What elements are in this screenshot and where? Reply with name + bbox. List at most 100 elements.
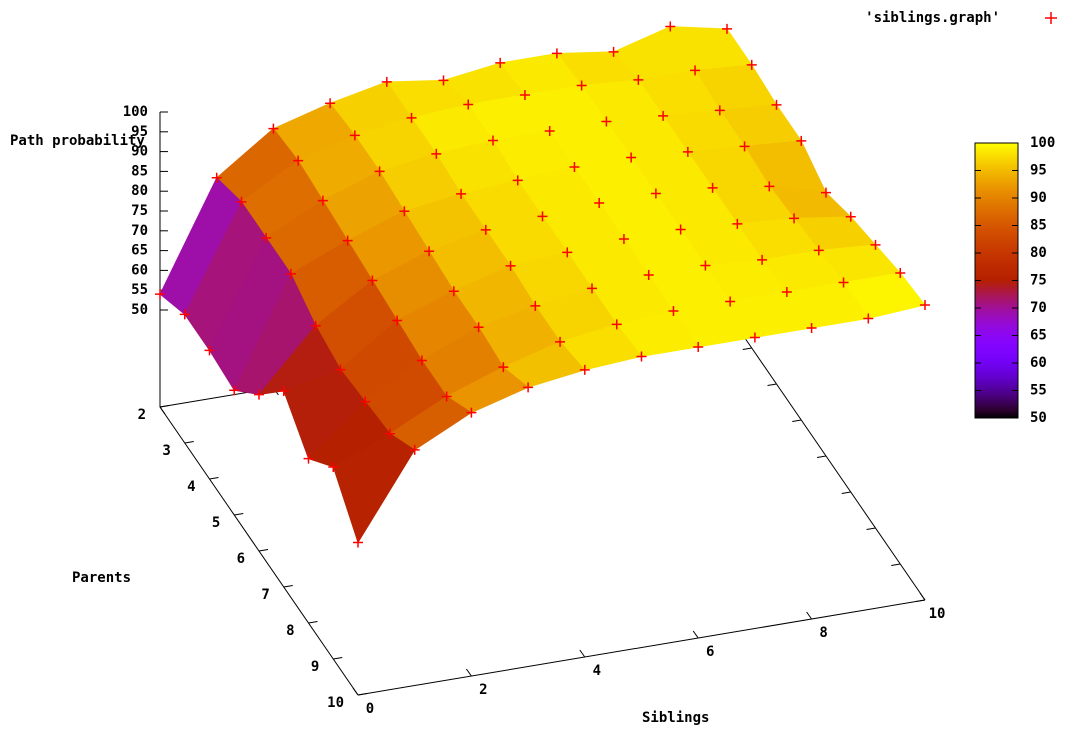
data-point xyxy=(555,336,566,347)
y-tick-label: 10 xyxy=(327,695,344,711)
data-point xyxy=(278,386,289,396)
data-point xyxy=(353,537,363,548)
y-tick-mirror xyxy=(841,491,851,494)
x-tick xyxy=(806,611,813,620)
data-point xyxy=(569,161,580,172)
z-tick-label: 100 xyxy=(123,104,148,120)
data-point xyxy=(665,21,676,32)
z-tick-label: 55 xyxy=(131,282,148,298)
data-point xyxy=(739,141,750,152)
data-point xyxy=(512,175,523,186)
data-point xyxy=(392,315,403,326)
data-point xyxy=(204,345,215,356)
y-tick-label: 4 xyxy=(187,479,195,495)
y-axis-label: Parents xyxy=(72,570,131,586)
z-axis-label: Path probability xyxy=(10,133,145,149)
colorbar-tick-label: 95 xyxy=(1030,163,1047,179)
data-point xyxy=(211,172,222,183)
data-point xyxy=(349,130,360,141)
y-tick-mirror xyxy=(915,599,926,602)
x-tick xyxy=(919,592,926,601)
data-point xyxy=(611,319,622,330)
data-point xyxy=(813,245,824,256)
data-point xyxy=(707,182,718,193)
data-point xyxy=(870,239,881,250)
data-point xyxy=(650,188,661,199)
y-tick-label: 8 xyxy=(286,623,294,639)
y-tick-mirror xyxy=(767,383,777,386)
y-tick xyxy=(308,621,318,624)
data-point xyxy=(863,313,874,324)
y-tick-label: 2 xyxy=(138,407,146,423)
data-point xyxy=(229,385,240,396)
data-point xyxy=(895,267,906,278)
data-point xyxy=(675,224,686,235)
data-point xyxy=(409,444,420,455)
legend-marker xyxy=(1045,12,1057,24)
data-point xyxy=(746,59,757,70)
x-tick xyxy=(579,649,586,658)
x-tick-label: 8 xyxy=(819,625,827,641)
colorbar-tick-label: 65 xyxy=(1030,328,1047,344)
base-edge xyxy=(357,599,926,696)
data-point xyxy=(441,391,452,402)
data-point xyxy=(406,112,417,123)
data-point xyxy=(626,152,637,163)
x-axis-label: Siblings xyxy=(642,710,709,726)
data-point xyxy=(576,80,587,91)
data-point xyxy=(722,23,732,34)
data-point xyxy=(381,76,392,87)
y-tick xyxy=(209,477,219,480)
data-point xyxy=(480,224,491,235)
x-tick-label: 4 xyxy=(593,663,601,679)
data-point xyxy=(285,268,296,279)
colorbar-tick-label: 55 xyxy=(1030,383,1047,399)
data-point xyxy=(757,254,768,265)
data-point xyxy=(335,364,346,375)
x-tick-mirror xyxy=(159,406,166,415)
data-point xyxy=(505,260,516,271)
y-tick xyxy=(184,441,194,444)
x-tick xyxy=(352,687,359,696)
colorbar-tick-label: 75 xyxy=(1030,273,1047,289)
data-point xyxy=(448,286,459,297)
data-point xyxy=(771,99,782,110)
colorbar-tick-label: 50 xyxy=(1030,410,1047,426)
y-tick-mirror xyxy=(891,563,901,566)
data-point xyxy=(789,213,800,224)
z-tick-label: 70 xyxy=(131,223,148,239)
data-point xyxy=(562,247,573,258)
data-point xyxy=(303,453,314,464)
data-point xyxy=(342,235,353,246)
data-point xyxy=(781,286,792,297)
y-tick xyxy=(234,513,244,516)
z-tick-label: 50 xyxy=(131,302,148,318)
data-point xyxy=(317,195,328,206)
data-point xyxy=(668,305,679,316)
data-point xyxy=(749,332,760,343)
data-point xyxy=(424,246,435,257)
data-point xyxy=(293,155,304,166)
data-point xyxy=(179,309,190,320)
z-tick-label: 60 xyxy=(131,262,148,278)
colorbar-tick-label: 85 xyxy=(1030,218,1047,234)
x-tick xyxy=(692,630,699,639)
data-point xyxy=(236,196,247,207)
data-point xyxy=(633,74,644,85)
y-tick-label: 6 xyxy=(237,551,245,567)
data-point xyxy=(658,110,669,121)
data-point xyxy=(732,218,743,229)
data-point xyxy=(806,322,817,333)
z-tick-label: 75 xyxy=(131,203,148,219)
z-tick-label: 65 xyxy=(131,243,148,259)
data-point xyxy=(682,146,693,157)
data-point xyxy=(601,116,612,127)
x-tick xyxy=(465,668,472,677)
data-point xyxy=(714,105,725,116)
data-point xyxy=(438,75,449,86)
data-point xyxy=(551,48,562,59)
data-point xyxy=(579,364,590,375)
data-point xyxy=(328,461,339,472)
data-point xyxy=(399,206,410,217)
data-point xyxy=(498,362,509,373)
